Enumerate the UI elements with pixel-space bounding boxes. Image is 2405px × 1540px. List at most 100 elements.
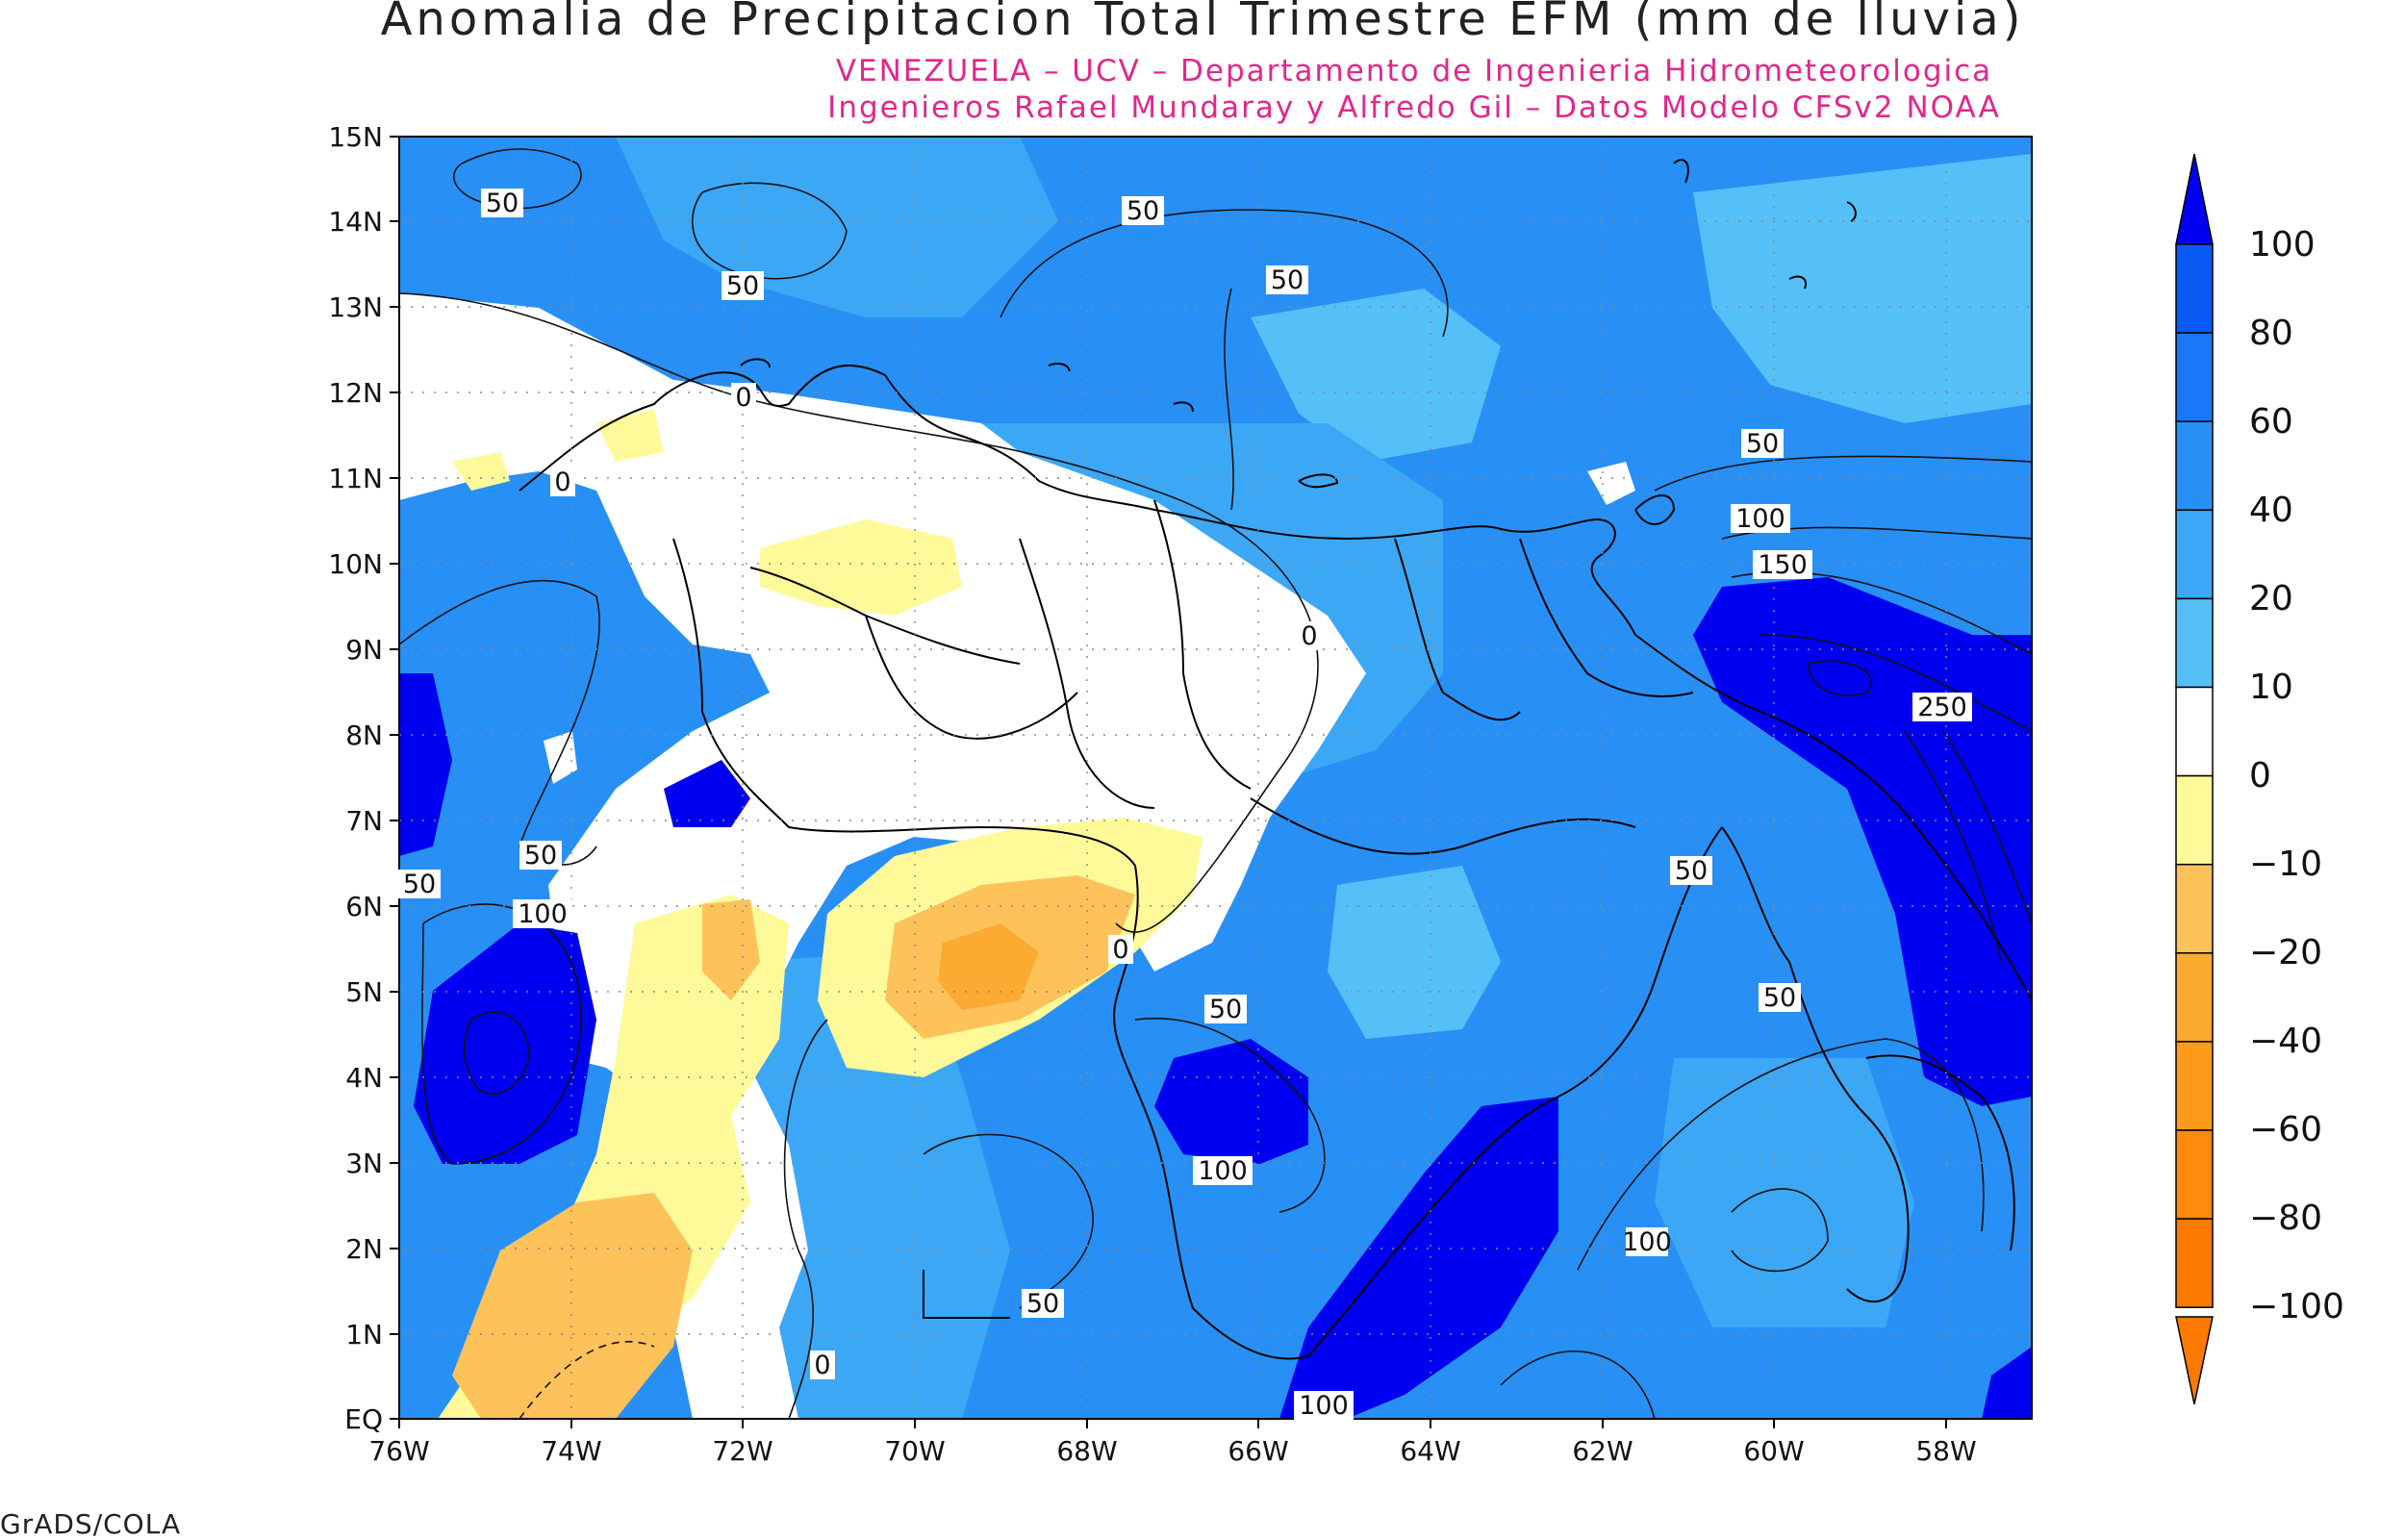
field-light-blue-se [1655,1058,1914,1327]
colorbar-label: −60 [2249,1110,2322,1149]
contour-label: 50 [1271,265,1304,295]
lat-label: 11N [328,463,383,494]
island-grenada [1673,159,1689,184]
border-colombia-venezuela [672,538,1309,1360]
lon-label: 74W [541,1435,601,1467]
contour-label: 0 [554,467,570,497]
lon-label: 62W [1572,1435,1633,1467]
field-yellow-north [760,519,962,616]
colorbar-box [2175,774,2214,866]
colorbar-box [2175,597,2214,689]
lat-label: 14N [328,206,383,238]
colorbar-label: −20 [2249,933,2322,972]
colorbar-box [2175,686,2214,777]
contour-label: 50 [1746,429,1779,459]
internal-border-5 [1394,538,1521,721]
colorbar-label: 40 [2249,491,2293,530]
lat-label: 7N [345,805,383,837]
colorbar-label: 0 [2249,756,2271,795]
colorbar-label: 100 [2249,225,2316,265]
contour-label: 50 [1026,1289,1059,1319]
internal-border-4 [1153,499,1252,790]
colorbar-label: 20 [2249,579,2293,619]
caribbean-coastline [519,365,2032,1001]
field-orange-south [452,1193,693,1419]
internal-border-2 [865,615,1078,740]
coastlines-borders [519,159,2032,1360]
contour-label: 50 [486,189,519,218]
contour-label: 100 [1735,504,1785,534]
colorbar-box [2175,332,2214,422]
lat-label: 3N [345,1148,383,1179]
lat-label: 8N [345,720,383,751]
lat-label: 9N [345,634,383,666]
lon-label: 66W [1228,1435,1288,1467]
lon-label: 72W [712,1435,772,1467]
colorbar-box [2175,952,2214,1043]
map-frame [398,136,2033,1420]
field-light-blue-center2 [1328,866,1501,1039]
island-barbados [1846,201,1857,222]
contour-label: 50 [726,271,759,301]
longitude-labels: 76W 74W 72W 70W 68W 66W 64W 62W 60W 58W [368,1435,1976,1467]
contour-label: 50 [1675,856,1708,886]
lat-label: 15N [328,121,383,153]
axis-ticks [390,136,1947,1428]
lat-label: 2N [345,1233,383,1265]
island-trinidad [1634,494,1676,525]
colorbar-box [2175,420,2214,512]
contour-label: 100 [1622,1227,1672,1257]
lat-label: 4N [345,1062,383,1094]
contour-label: 0 [1112,935,1128,965]
contour-label: 50 [403,870,436,899]
lat-label: 6N [345,891,383,922]
colorbar-box [2175,243,2214,334]
colorbar-box [2175,863,2214,954]
island-margarita [1298,473,1339,489]
contour-label: 150 [1758,550,1808,580]
border-guyana [1721,826,1910,1303]
map-subtitle-authors: Ingenieros Rafael Mundaray y Alfredo Gil… [827,90,2001,125]
colorbar-label: −10 [2249,845,2322,884]
colorbar: 100 80 60 40 20 10 0 −10 −20 −40 −60 −80… [2175,153,2344,1405]
field-deep-blue-center [1154,1039,1308,1164]
field-white-region [399,293,1366,1419]
lat-label: EQ [344,1403,383,1435]
lon-label: 64W [1400,1435,1460,1467]
field-deep-blue-west1 [414,923,596,1164]
lat-label: 13N [328,291,383,323]
island-aruba [740,358,771,368]
map-subtitle-institution: VENEZUELA – UCV – Departamento de Ingeni… [835,54,1993,88]
field-deep-blue-corner [1982,1347,2032,1419]
lat-label: 5N [345,976,383,1008]
field-light-blue-north [1251,289,1501,462]
colorbar-bottom-arrow [2175,1316,2214,1405]
anomaly-fill-layer [399,137,2032,1419]
contour-label: 50 [1763,983,1796,1013]
internal-border-3 [1019,538,1155,809]
field-orange-core [938,923,1039,1010]
field-orange-west-small [702,899,760,1000]
field-deep-blue-small [664,760,750,827]
internal-border-6 [1519,538,1694,697]
lon-label: 76W [368,1435,429,1467]
contour-label: 100 [1198,1156,1248,1186]
colorbar-label: −100 [2249,1287,2344,1326]
colorbar-label: −40 [2249,1022,2322,1061]
lon-label: 60W [1743,1435,1804,1467]
lat-label: 1N [345,1319,383,1351]
colorbar-label: 10 [2249,668,2293,707]
border-suriname [1865,1054,2015,1251]
colorbar-boxes [2175,243,2214,1308]
border-sw [923,1270,1010,1319]
contour-label: 100 [1299,1391,1349,1421]
colorbar-top-arrow [2175,153,2214,245]
contour-label: 50 [1127,196,1159,226]
field-yellow-west [438,895,789,1419]
colorbar-label: 60 [2249,402,2293,442]
colorbar-box [2175,1129,2214,1220]
lat-label: 12N [328,377,383,409]
colorbar-label: −80 [2249,1199,2322,1238]
